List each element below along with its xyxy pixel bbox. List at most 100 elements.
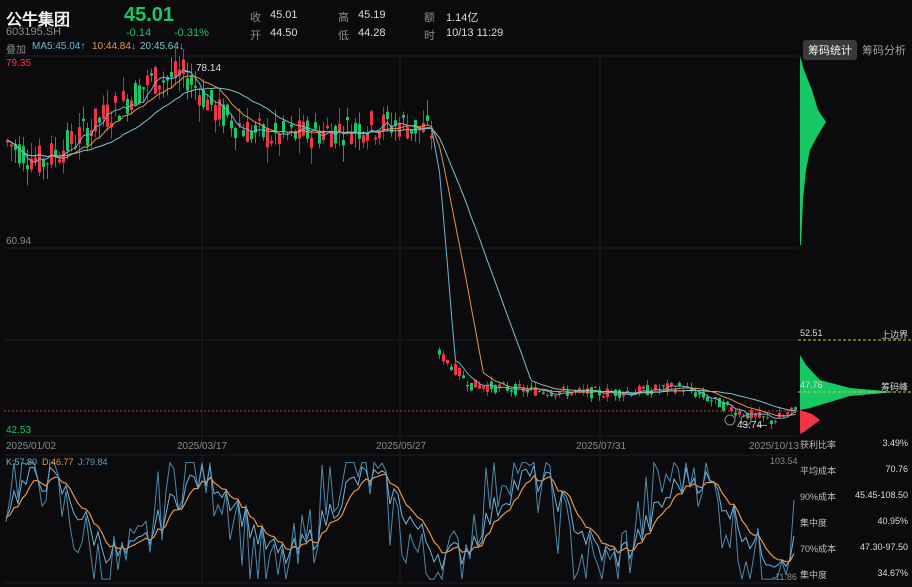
stat-90-concentration-label: 集中度 bbox=[800, 518, 828, 528]
candle-body bbox=[722, 401, 725, 411]
candle-body bbox=[278, 133, 281, 145]
stat-90-concentration-value: 40.95% bbox=[877, 516, 908, 526]
candle-body bbox=[294, 131, 297, 139]
kdj-j-legend: J:79.84 bbox=[78, 457, 108, 467]
candle-body bbox=[458, 368, 461, 377]
candle-body bbox=[542, 392, 545, 394]
candle-body bbox=[770, 420, 773, 424]
candle-body bbox=[466, 384, 469, 387]
candle-body bbox=[578, 388, 581, 390]
candle-body bbox=[94, 108, 97, 132]
y-axis-bottom: 42.53 bbox=[6, 425, 32, 436]
candle-body bbox=[534, 387, 537, 396]
candle-body bbox=[778, 412, 781, 418]
candle-body bbox=[42, 159, 45, 168]
candle-body bbox=[422, 123, 425, 133]
candle-body bbox=[454, 363, 457, 375]
upper-bound-label: 上边界 bbox=[880, 330, 908, 340]
chip-peak-label: 筹码峰 bbox=[880, 382, 908, 392]
candle-body bbox=[638, 385, 641, 395]
y-axis-top: 79.35 bbox=[6, 58, 32, 69]
candle-body bbox=[662, 385, 665, 387]
candle-body bbox=[406, 126, 409, 139]
candle-body bbox=[102, 105, 105, 119]
kdj-axis-bottom: -11.86 bbox=[772, 572, 797, 582]
candle-body bbox=[330, 130, 333, 148]
candle-body bbox=[374, 137, 377, 140]
candle-body bbox=[338, 123, 341, 132]
stat-profit-ratio-value: 3.49% bbox=[882, 438, 908, 448]
candle-body bbox=[206, 99, 209, 111]
candle-body bbox=[318, 133, 321, 144]
candle-body bbox=[386, 111, 389, 120]
tab-chip-analysis[interactable]: 筹码分析 bbox=[862, 45, 906, 57]
ma10-line bbox=[7, 75, 796, 417]
candle-body bbox=[426, 115, 429, 121]
quote-time-label: 时 bbox=[424, 30, 435, 42]
candle-body bbox=[494, 384, 497, 393]
quote-high-value: 45.19 bbox=[358, 9, 386, 21]
ma5-line bbox=[7, 68, 796, 419]
candle-body bbox=[262, 124, 265, 138]
stat-profit-ratio-label: 获利比率 bbox=[800, 440, 837, 450]
candle-body bbox=[154, 67, 157, 94]
candle-body bbox=[766, 417, 769, 419]
candle-body bbox=[190, 76, 193, 85]
candle-body bbox=[194, 85, 197, 88]
candle-body bbox=[718, 398, 721, 408]
stat-70-concentration-value: 34.67% bbox=[877, 568, 908, 578]
candle-body bbox=[626, 391, 629, 393]
candle-body bbox=[538, 391, 541, 393]
stat-avg-cost-value: 70.76 bbox=[885, 464, 908, 474]
candle-body bbox=[70, 130, 73, 145]
candle-body bbox=[726, 401, 729, 404]
candle-body bbox=[402, 114, 405, 118]
stock-code: 603195.SH bbox=[6, 26, 62, 38]
upper-bound-value: 52.51 bbox=[800, 328, 823, 338]
candle-body bbox=[222, 104, 225, 126]
candle-body bbox=[266, 127, 269, 148]
candle-body bbox=[350, 134, 353, 144]
overlay-button[interactable]: 叠加 bbox=[6, 45, 26, 56]
kdj-axis-top: 103.54 bbox=[770, 456, 798, 466]
ma20-line bbox=[7, 87, 796, 412]
candle-body bbox=[90, 130, 93, 137]
ma20-legend: 20:45.64↓ bbox=[140, 41, 184, 52]
candle-body bbox=[382, 114, 385, 132]
ma5-legend: MA5:45.04↑ bbox=[32, 41, 86, 52]
quote-high-label: 高 bbox=[338, 12, 349, 24]
candle-body bbox=[46, 163, 49, 165]
current-price: 45.01 bbox=[124, 4, 175, 26]
candle-body bbox=[14, 144, 17, 150]
candle-body bbox=[438, 349, 441, 355]
candle-body bbox=[658, 388, 661, 391]
candle-body bbox=[450, 366, 453, 371]
candle-body bbox=[730, 407, 733, 411]
candle-body bbox=[518, 384, 521, 386]
kdj-j-line bbox=[5, 460, 795, 581]
candle-body bbox=[250, 130, 253, 140]
chip-distribution-profit bbox=[800, 410, 820, 434]
quote-low-label: 低 bbox=[338, 30, 349, 42]
candle-body bbox=[22, 146, 25, 164]
candle-body bbox=[202, 90, 205, 107]
low-marker-value: 43.74 bbox=[737, 420, 763, 431]
candle-body bbox=[622, 393, 625, 397]
candle-body bbox=[698, 392, 701, 395]
candle-body bbox=[410, 129, 413, 134]
candle-body bbox=[678, 382, 681, 387]
candle-body bbox=[738, 411, 741, 415]
candle-body bbox=[122, 91, 125, 101]
candle-body bbox=[586, 388, 589, 394]
candle-body bbox=[610, 392, 613, 394]
candle-body bbox=[666, 383, 669, 391]
candle-body bbox=[214, 104, 217, 121]
candle-body bbox=[258, 118, 261, 121]
candle-body bbox=[478, 384, 481, 389]
candle-body bbox=[274, 122, 277, 133]
candle-body bbox=[470, 382, 473, 391]
kdj-k-legend: K:57.80 bbox=[6, 457, 38, 467]
tab-chip-stats[interactable]: 筹码统计 bbox=[803, 40, 857, 60]
candle-body bbox=[706, 397, 709, 402]
